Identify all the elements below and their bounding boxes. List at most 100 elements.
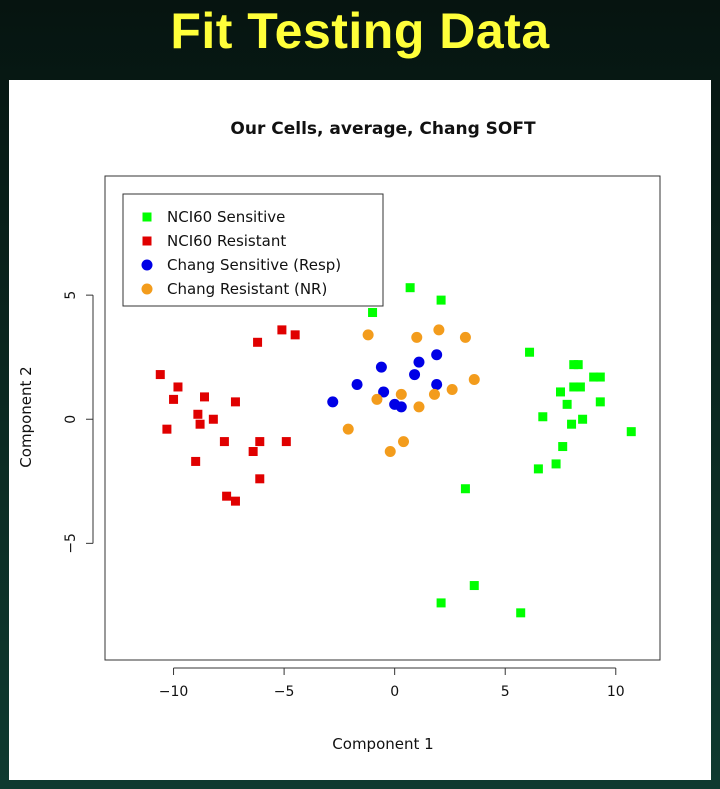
data-point: [533, 464, 543, 474]
data-point: [290, 330, 300, 340]
series-chang-resistant-nr: [342, 324, 480, 458]
data-point: [378, 386, 390, 398]
data-point: [413, 401, 425, 413]
data-point: [169, 394, 179, 404]
data-point: [436, 295, 446, 305]
legend-item: NCI60 Resistant: [142, 232, 286, 250]
data-point: [200, 392, 210, 402]
data-point: [191, 456, 201, 466]
data-point: [411, 331, 423, 343]
data-point: [384, 446, 396, 458]
x-tick-label: 5: [501, 684, 510, 700]
x-tick-label: −5: [274, 684, 295, 700]
data-point: [468, 374, 480, 386]
data-points: [155, 283, 636, 618]
data-point: [327, 396, 339, 408]
data-point: [569, 382, 579, 392]
data-point: [342, 423, 354, 435]
data-point: [208, 414, 218, 424]
legend-item: Chang Sensitive (Resp): [141, 256, 341, 274]
x-axis-label: Component 1: [332, 735, 433, 753]
data-point: [162, 424, 172, 434]
data-point: [255, 474, 265, 484]
slide-title: Fit Testing Data: [170, 3, 550, 59]
data-point: [351, 378, 363, 390]
legend-marker: [141, 283, 153, 295]
data-point: [555, 387, 565, 397]
data-point: [219, 437, 229, 447]
data-point: [431, 378, 443, 390]
data-point: [362, 329, 374, 341]
legend-item: Chang Resistant (NR): [141, 280, 327, 298]
chart-panel: Our Cells, average, Chang SOFT −10 −5 0 5 10…: [9, 80, 711, 780]
data-point: [469, 581, 479, 591]
data-point: [281, 437, 291, 447]
data-point: [460, 484, 470, 494]
scatter-chart: Our Cells, average, Chang SOFT −10 −5 0 5 10…: [17, 119, 661, 753]
y-tick-label: 0: [63, 415, 79, 424]
series-nci60-sensitive: [368, 283, 636, 618]
series-chang-sensitive-resp: [327, 349, 443, 413]
data-point: [558, 442, 568, 452]
data-point: [173, 382, 183, 392]
y-axis: −5 0 5: [63, 291, 94, 554]
y-axis-label: Component 2: [17, 366, 35, 467]
legend-label: Chang Resistant (NR): [167, 280, 327, 298]
legend-marker: [142, 236, 152, 246]
x-tick-label: 10: [607, 684, 625, 700]
data-point: [431, 349, 443, 361]
legend: NCI60 Sensitive NCI60 Resistant Chang Sens…: [122, 193, 384, 307]
data-point: [398, 436, 410, 448]
data-point: [525, 347, 535, 357]
x-tick-label: 0: [390, 684, 399, 700]
data-point: [409, 369, 421, 381]
x-axis: −10 −5 0 5 10: [159, 667, 625, 700]
data-point: [371, 393, 383, 405]
data-point: [155, 370, 165, 380]
data-point: [595, 397, 605, 407]
y-tick-label: 5: [63, 291, 79, 300]
data-point: [395, 388, 407, 400]
data-point: [375, 361, 387, 373]
data-point: [459, 331, 471, 343]
data-point: [575, 382, 585, 392]
data-point: [255, 437, 265, 447]
data-point: [195, 419, 205, 429]
data-point: [248, 447, 258, 457]
data-point: [569, 360, 579, 370]
legend-box: [122, 193, 384, 307]
data-point: [433, 324, 445, 336]
data-point: [193, 409, 203, 419]
data-point: [538, 412, 548, 422]
data-point: [413, 356, 425, 368]
data-point: [222, 491, 232, 501]
data-point: [446, 383, 458, 395]
y-tick-label: −5: [63, 533, 79, 554]
data-point: [253, 337, 263, 347]
x-tick-label: −10: [159, 684, 189, 700]
series-nci60-resistant: [155, 325, 300, 506]
legend-items: NCI60 Sensitive NCI60 Resistant Chang Sens…: [141, 208, 341, 298]
data-point: [428, 388, 440, 400]
data-point: [277, 325, 287, 335]
data-point: [436, 598, 446, 608]
legend-label: NCI60 Sensitive: [167, 208, 285, 226]
chart-title: Our Cells, average, Chang SOFT: [230, 119, 536, 139]
data-point: [516, 608, 526, 618]
data-point: [551, 459, 561, 469]
legend-label: Chang Sensitive (Resp): [167, 256, 341, 274]
data-point: [567, 419, 577, 429]
legend-marker: [142, 212, 152, 222]
data-point: [626, 427, 636, 437]
data-point: [230, 397, 240, 407]
legend-marker: [141, 259, 153, 271]
legend-item: NCI60 Sensitive: [142, 208, 285, 226]
data-point: [562, 399, 572, 409]
data-point: [395, 401, 407, 413]
legend-label: NCI60 Resistant: [167, 232, 286, 250]
data-point: [589, 372, 599, 382]
data-point: [578, 414, 588, 424]
plot-frame: [104, 175, 661, 661]
data-point: [595, 372, 605, 382]
data-point: [230, 496, 240, 506]
